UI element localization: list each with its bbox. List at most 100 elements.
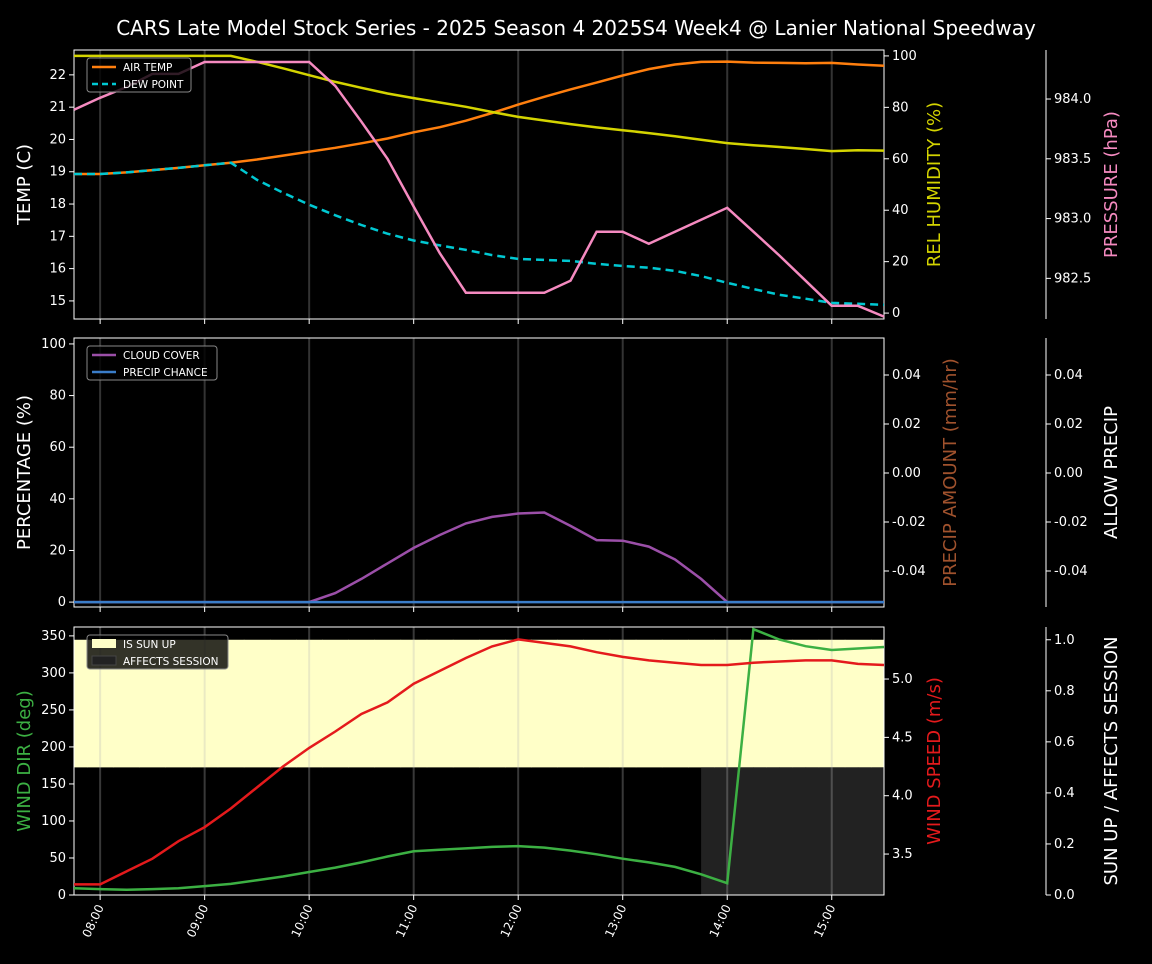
y-tick-label: 0.4: [1054, 786, 1075, 801]
legend-label: AIR TEMP: [123, 62, 172, 74]
sun-up-band: [714, 639, 741, 768]
y-tick-label: 983.5: [1054, 152, 1091, 167]
sun-up-band: [844, 639, 872, 768]
y-tick-label: 20: [49, 132, 66, 147]
series-line-pressure: [73, 60, 885, 318]
plot-frame: [73, 626, 885, 896]
y-axis-label: TEMP (C): [14, 144, 35, 226]
sun-up-band: [296, 639, 323, 768]
y-tick-label: 19: [49, 165, 66, 180]
y-tick-label: 100: [41, 814, 66, 829]
y-tick-label: 4.5: [892, 730, 913, 745]
y-tick-label: 60: [49, 440, 66, 455]
legend: CLOUD COVER PRECIP CHANCE: [86, 345, 218, 381]
panel-2: 0 20 40 60 80 100 PERCENTAGE (%) -0.04 -0.02 0.00…: [14, 337, 1122, 612]
y-tick-label: 350: [41, 629, 66, 644]
y-axis-label: WIND SPEED (m/s): [924, 677, 945, 845]
sun-up-band: [74, 639, 88, 768]
affects-session-band: [701, 767, 728, 895]
y-tick-label: 0.04: [1054, 368, 1083, 383]
legend-label: IS SUN UP: [123, 639, 176, 651]
legend-box: [86, 345, 218, 381]
plot-frame: [73, 337, 885, 608]
sun-up-band: [400, 639, 428, 768]
y-tick-label: 16: [49, 262, 66, 277]
y-tick-label: 0.0: [1054, 888, 1075, 903]
y-tick-label: 0.00: [1054, 466, 1083, 481]
chart-title: CARS Late Model Stock Series - 2025 Seas…: [116, 16, 1036, 40]
legend-label: CLOUD COVER: [123, 350, 200, 362]
y-tick-label: 0.02: [1054, 417, 1083, 432]
sun-up-band: [661, 639, 689, 768]
sun-up-band: [505, 639, 532, 768]
affects-session-band: [857, 767, 885, 895]
y-tick-label: 0: [892, 306, 900, 321]
legend-box: [86, 634, 229, 670]
y-tick-label: -0.02: [892, 515, 926, 530]
panel-1: 15 16 17 18 19 20 21 22 TEMP (C) 0 20 40 60 80 100 REL …: [14, 49, 1122, 324]
y-axis-label: REL HUMIDITY (%): [924, 102, 945, 267]
y-tick-label: -0.04: [1054, 564, 1088, 579]
y-tick-label: 983.0: [1054, 212, 1091, 227]
y-tick-label: 982.5: [1054, 271, 1091, 286]
legend-label: AFFECTS SESSION: [123, 656, 219, 668]
y-tick-label: 0: [58, 595, 66, 610]
y-tick-label: 22: [49, 68, 66, 83]
y-tick-label: 40: [892, 203, 909, 218]
legend-label: PRECIP CHANCE: [123, 367, 208, 379]
y-tick-label: -0.02: [1054, 515, 1088, 530]
sun-up-band: [269, 639, 297, 768]
y-tick-label: 0.2: [1054, 837, 1075, 852]
y-axis-label: ALLOW PRECIP: [1101, 406, 1122, 539]
affects-session-band: [779, 767, 807, 895]
sun-up-band: [792, 639, 820, 768]
y-tick-label: 5.0: [892, 672, 913, 687]
y-tick-label: 0.02: [892, 417, 921, 432]
y-tick-label: 150: [41, 777, 66, 792]
series-line-rel-humidity: [74, 54, 885, 153]
y-tick-label: 100: [41, 337, 66, 352]
y-axis-label: PERCENTAGE (%): [14, 395, 35, 550]
y-axis-label: WIND DIR (deg): [14, 690, 35, 832]
sun-up-band: [348, 639, 375, 768]
sun-up-band: [766, 639, 794, 768]
y-tick-label: 100: [892, 49, 917, 64]
y-tick-label: 17: [49, 229, 66, 244]
sun-up-band: [870, 639, 885, 768]
y-tick-label: 3.5: [892, 847, 913, 862]
series-line-wind-dir: [73, 627, 885, 892]
legend: IS SUN UP AFFECTS SESSION: [86, 634, 229, 670]
series-line-wind-speed: [74, 638, 885, 886]
y-axis-label: SUN UP / AFFECTS SESSION: [1101, 636, 1122, 885]
y-tick-label: 80: [49, 389, 66, 404]
legend-swatch: [92, 639, 116, 648]
y-tick-label: 60: [892, 152, 909, 167]
sun-up-band: [740, 639, 767, 768]
affects-session-band: [727, 767, 754, 895]
sun-up-band: [531, 639, 558, 768]
sun-up-band: [609, 639, 637, 768]
y-tick-label: 20: [892, 255, 909, 270]
y-tick-label: 0.6: [1054, 735, 1075, 750]
sun-up-band: [479, 639, 506, 768]
y-axis-label: PRECIP AMOUNT (mm/hr): [940, 358, 961, 587]
y-tick-label: 80: [892, 100, 909, 115]
y-tick-label: 984.0: [1054, 92, 1091, 107]
y-tick-label: 18: [49, 197, 66, 212]
affects-session-band: [831, 767, 859, 895]
sun-up-band: [583, 639, 611, 768]
legend-swatch: [91, 655, 117, 666]
plot-frame: [73, 49, 885, 320]
sun-up-band: [322, 639, 349, 768]
affects-session-band: [805, 767, 833, 895]
sun-up-band: [243, 639, 271, 768]
panel-3: 08:00 09:00 10:00 11:00 12:00 13:00 14:00 15:00…: [14, 626, 1122, 940]
y-tick-label: 0.8: [1054, 684, 1075, 699]
legend: AIR TEMP DEW POINT: [86, 57, 192, 93]
sun-up-band: [557, 639, 585, 768]
affects-session-band: [753, 767, 780, 895]
y-tick-label: 0: [58, 888, 66, 903]
y-tick-label: 21: [49, 100, 66, 115]
y-tick-label: 20: [49, 543, 66, 558]
